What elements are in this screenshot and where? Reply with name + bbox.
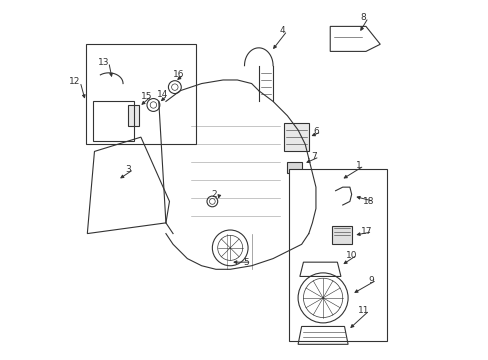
Text: 4: 4	[279, 26, 284, 35]
Text: 10: 10	[345, 251, 357, 260]
Bar	[287, 162, 301, 173]
Text: 11: 11	[358, 306, 369, 315]
Bar	[283, 123, 308, 152]
Text: 15: 15	[140, 91, 152, 100]
Text: 5: 5	[243, 258, 249, 267]
Text: 6: 6	[312, 127, 318, 136]
Text: 1: 1	[355, 161, 361, 170]
Text: 14: 14	[156, 90, 168, 99]
Text: 9: 9	[367, 275, 373, 284]
Text: 16: 16	[172, 70, 184, 79]
Text: 7: 7	[311, 152, 316, 161]
Bar	[288, 169, 386, 341]
Text: 17: 17	[361, 227, 372, 236]
Text: 3: 3	[125, 165, 131, 174]
Bar	[85, 44, 196, 144]
Text: 8: 8	[360, 13, 365, 22]
Bar	[331, 226, 351, 244]
Text: 13: 13	[98, 58, 109, 67]
Text: 12: 12	[69, 77, 81, 86]
Text: 18: 18	[362, 197, 374, 206]
Bar	[128, 105, 139, 126]
Text: 2: 2	[211, 190, 217, 199]
